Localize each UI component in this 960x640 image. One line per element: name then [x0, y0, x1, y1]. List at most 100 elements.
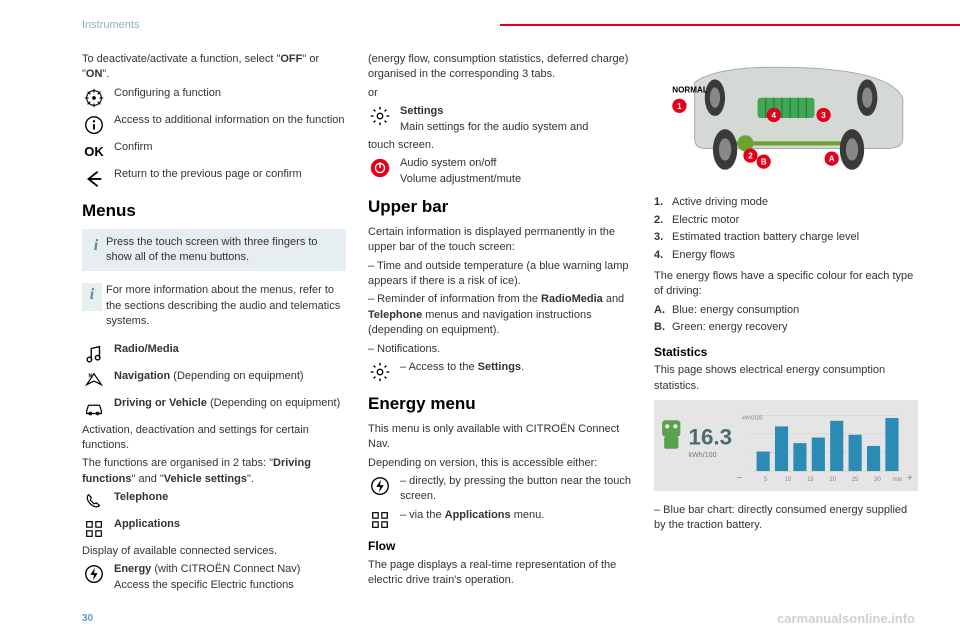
upper-intro: Certain information is displayed permane…	[368, 225, 632, 256]
header-red-bar	[500, 24, 960, 26]
info-icon	[82, 113, 106, 137]
radio-row: Radio/Media	[82, 342, 346, 366]
back-arrow-icon	[82, 167, 106, 191]
svg-text:kWh/100: kWh/100	[689, 451, 717, 459]
stats-heading: Statistics	[654, 344, 918, 361]
energy-desc: (energy flow, consumption statistics, de…	[368, 52, 632, 83]
intro-text: To deactivate/activate a function, selec…	[82, 52, 346, 83]
energy-bolt-icon	[82, 562, 106, 586]
apps-grid-icon	[368, 508, 392, 532]
info-i-icon: i	[82, 283, 102, 311]
applications-label: Applications	[114, 517, 180, 532]
info-function-label: Access to additional information on the …	[114, 113, 345, 128]
settings-row: SettingsMain settings for the audio syst…	[368, 104, 632, 135]
gear-radial-icon	[82, 86, 106, 110]
driving-label: Driving or Vehicle (Depending on equipme…	[114, 396, 340, 411]
settings-desc-cont: touch screen.	[368, 138, 632, 153]
flow-legend-3: 3.Estimated traction battery charge leve…	[654, 230, 918, 245]
menus-heading: Menus	[82, 199, 346, 223]
display-services: Display of available connected services.	[82, 544, 346, 559]
svg-text:3: 3	[821, 111, 826, 120]
radio-label: Radio/Media	[114, 342, 179, 357]
tip-box-1: i Press the touch screen with three fing…	[82, 229, 346, 272]
stats-note: – Blue bar chart: directly consumed ener…	[654, 503, 918, 534]
upper-item-2: – Reminder of information from the Radio…	[368, 292, 632, 338]
svg-text:kWh/100: kWh/100	[742, 415, 762, 421]
upper-item-3: – Notifications.	[368, 342, 632, 357]
tip-2-text: For more information about the menus, re…	[102, 283, 346, 329]
tabs-text: The functions are organised in 2 tabs: "…	[82, 456, 346, 487]
page-content: To deactivate/activate a function, selec…	[82, 52, 918, 602]
upper-item-1: – Time and outside temperature (a blue w…	[368, 259, 632, 290]
or-text: or	[368, 86, 632, 101]
flow-legend-4: 4.Energy flows	[654, 248, 918, 263]
energy-row: Energy (with CITROËN Connect Nav)Access …	[82, 562, 346, 593]
energy-direct-row: – directly, by pressing the button near …	[368, 474, 632, 505]
gear-icon	[368, 104, 392, 128]
svg-text:min: min	[893, 476, 903, 483]
watermark: carmanualsonline.info	[777, 610, 915, 628]
flow-diagram: NORMAL 1 2 3 4 A B	[654, 52, 918, 189]
phone-icon	[82, 490, 106, 514]
return-row: Return to the previous page or confirm	[82, 167, 346, 191]
stats-chart: 16.3kWh/100kWh/10051015202530min−+	[654, 400, 918, 497]
svg-text:NORMAL: NORMAL	[672, 86, 708, 95]
flow-legend-a: A.Blue: energy consumption	[654, 303, 918, 318]
nav-row: N Navigation (Depending on equipment)	[82, 369, 346, 393]
upper-bar-heading: Upper bar	[368, 195, 632, 219]
nav-label: Navigation (Depending on equipment)	[114, 369, 304, 384]
info-i-icon: i	[86, 235, 106, 257]
upper-item-4: – Access to the Settings.	[400, 360, 524, 375]
svg-text:25: 25	[852, 476, 859, 483]
svg-text:+: +	[907, 473, 913, 484]
energy-menu-dep: Depending on version, this is accessible…	[368, 456, 632, 471]
page-number: 30	[82, 612, 93, 626]
svg-text:16.3: 16.3	[689, 425, 732, 450]
energy-menu-intro: This menu is only available with CITROËN…	[368, 422, 632, 453]
applications-row: Applications	[82, 517, 346, 541]
gear-icon	[368, 360, 392, 384]
music-note-icon	[82, 342, 106, 366]
flow-legend-b: B.Green: energy recovery	[654, 320, 918, 335]
svg-text:10: 10	[785, 476, 792, 483]
audio-label: Audio system on/offVolume adjustment/mut…	[400, 156, 521, 187]
energy-bolt-icon	[368, 474, 392, 498]
colour-intro: The energy flows have a specific colour …	[654, 269, 918, 300]
tip-1-text: Press the touch screen with three finger…	[106, 235, 340, 266]
config-function-label: Configuring a function	[114, 86, 221, 101]
driving-row: Driving or Vehicle (Depending on equipme…	[82, 396, 346, 420]
telephone-row: Telephone	[82, 490, 346, 514]
svg-text:B: B	[761, 158, 767, 167]
svg-text:N: N	[89, 373, 93, 379]
activation-text: Activation, deactivation and settings fo…	[82, 423, 346, 454]
apps-grid-icon	[82, 517, 106, 541]
energy-label: Energy (with CITROËN Connect Nav)Access …	[114, 562, 300, 593]
section-header: Instruments	[82, 18, 139, 33]
navigation-icon: N	[82, 369, 106, 393]
flow-legend-1: 1.Active driving mode	[654, 195, 918, 210]
svg-text:4: 4	[772, 111, 777, 120]
svg-text:−: −	[736, 473, 742, 484]
svg-text:A: A	[829, 155, 835, 164]
audio-row: Audio system on/offVolume adjustment/mut…	[368, 156, 632, 187]
energy-apps-label: – via the Applications menu.	[400, 508, 544, 523]
info-function-row: Access to additional information on the …	[82, 113, 346, 137]
svg-text:15: 15	[807, 476, 814, 483]
power-icon	[368, 156, 392, 180]
settings-label: SettingsMain settings for the audio syst…	[400, 104, 588, 135]
telephone-label: Telephone	[114, 490, 168, 505]
flow-intro: The page displays a real-time representa…	[368, 558, 632, 589]
confirm-row: OK Confirm	[82, 140, 346, 164]
svg-text:20: 20	[829, 476, 836, 483]
energy-direct-label: – directly, by pressing the button near …	[400, 474, 632, 505]
upper-settings-row: – Access to the Settings.	[368, 360, 632, 384]
energy-menu-heading: Energy menu	[368, 392, 632, 416]
stats-intro: This page shows electrical energy consum…	[654, 363, 918, 394]
tip-box-2: i For more information about the menus, …	[82, 277, 346, 335]
svg-text:2: 2	[748, 152, 753, 161]
return-label: Return to the previous page or confirm	[114, 167, 302, 182]
svg-text:30: 30	[874, 476, 881, 483]
car-icon	[82, 396, 106, 420]
config-function-row: Configuring a function	[82, 86, 346, 110]
svg-text:1: 1	[677, 102, 682, 111]
